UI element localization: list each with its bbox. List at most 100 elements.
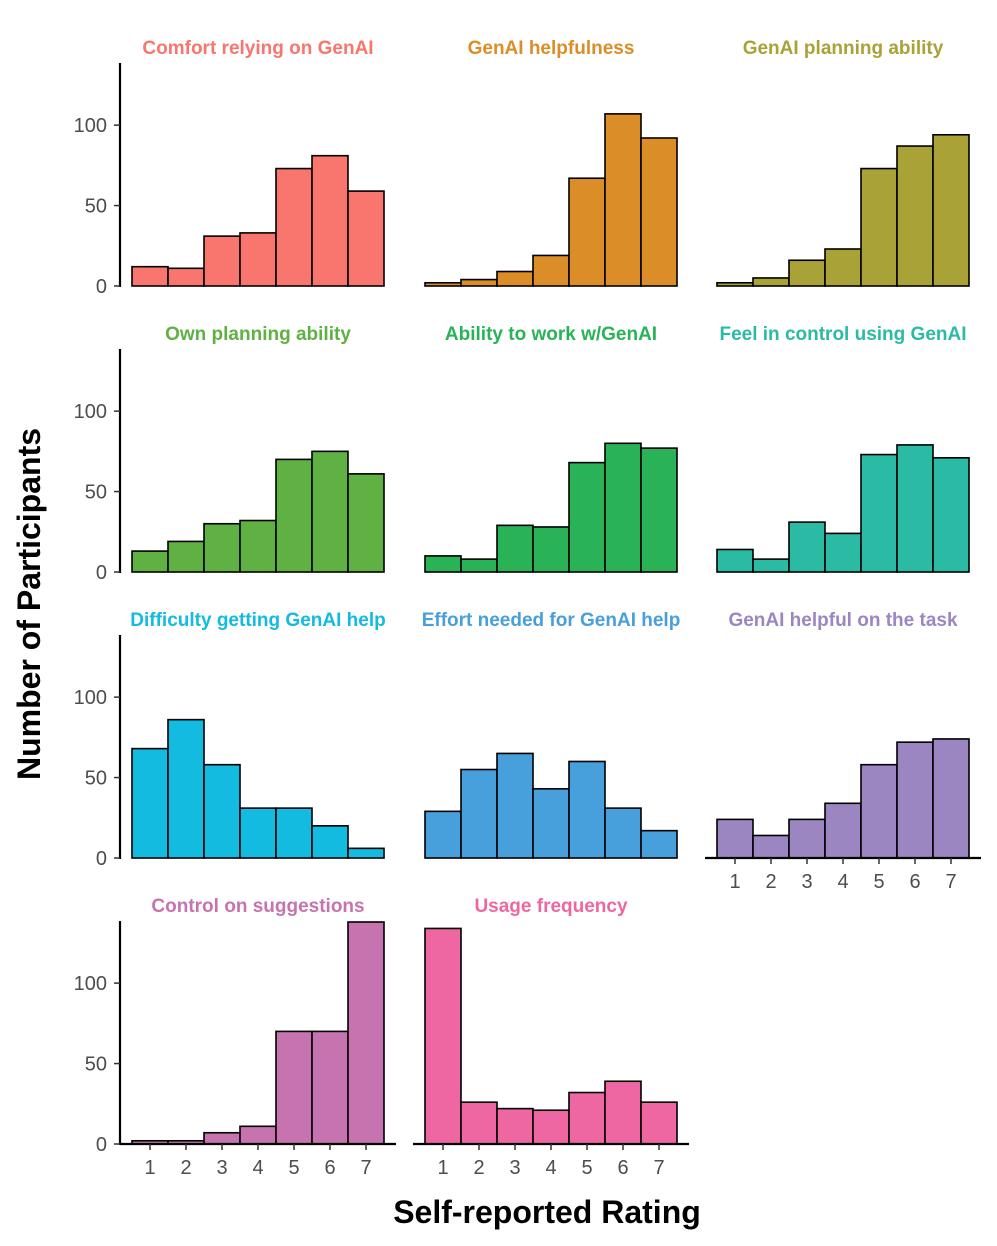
histogram-bar: [568, 1091, 606, 1145]
histogram-bar: [568, 461, 606, 573]
x-tick-label: 3: [509, 1157, 520, 1179]
histogram-bar: [640, 447, 678, 573]
y-tick-label: 50: [85, 768, 107, 790]
histogram-bar: [239, 519, 277, 573]
x-axis-title: Self-reported Rating: [393, 1194, 701, 1230]
y-tick-label: 0: [96, 276, 107, 298]
histogram-bar: [752, 277, 790, 287]
histogram-bar: [716, 818, 754, 859]
x-tick-label: 3: [216, 1157, 227, 1179]
histogram-bar: [716, 548, 754, 573]
panel: Control on suggestions 0 50 100 1 2 3 4 5 6 7: [74, 896, 396, 1179]
x-tick-label: 5: [873, 871, 884, 893]
histogram-bar: [532, 1109, 570, 1145]
histogram-bar: [640, 137, 678, 287]
panel: Ability to work w/GenAI: [424, 324, 678, 573]
y-tick-label: 50: [85, 1054, 107, 1076]
histogram-bar: [568, 177, 606, 287]
histogram-bar: [860, 167, 898, 287]
histogram-bar: [347, 847, 385, 859]
histogram-bar: [311, 825, 349, 859]
x-tick-label: 6: [324, 1157, 335, 1179]
panel: Usage frequency 1 2 3 4 5 6 7: [413, 896, 689, 1179]
histogram-bar: [640, 829, 678, 859]
histogram-bar: [932, 738, 970, 859]
y-axis-title: Number of Participants: [11, 428, 47, 780]
x-tick-label: 5: [288, 1157, 299, 1179]
histogram-bar: [716, 281, 754, 287]
histogram-bar: [167, 718, 205, 859]
x-tick-label: 2: [473, 1157, 484, 1179]
histogram-bar: [568, 760, 606, 859]
histogram-bar: [275, 807, 313, 859]
histogram-bar: [347, 921, 385, 1145]
panel: GenAI helpfulness: [424, 38, 678, 287]
panel-title: Usage frequency: [474, 896, 628, 917]
histogram-bar: [239, 232, 277, 287]
panel: Feel in control using GenAI: [716, 324, 970, 573]
histogram-bar: [860, 453, 898, 573]
x-tick-label: 5: [581, 1157, 592, 1179]
histogram-bar: [640, 1101, 678, 1145]
histogram-bar: [496, 752, 534, 859]
histogram-bar: [604, 113, 642, 287]
histogram-bar: [896, 444, 934, 573]
histogram-bar: [239, 1125, 277, 1145]
panel-title: GenAI helpful on the task: [728, 610, 958, 631]
x-tick-label: 4: [252, 1157, 263, 1179]
panel-title: Feel in control using GenAI: [719, 324, 966, 345]
histogram-bar: [604, 807, 642, 859]
histogram-bar: [275, 458, 313, 573]
histogram-bar: [203, 763, 241, 859]
panel-title: Control on suggestions: [151, 896, 364, 917]
histogram-bar: [496, 524, 534, 573]
histogram-bar: [424, 281, 462, 287]
histogram-bar: [311, 1030, 349, 1145]
histogram-bar: [932, 133, 970, 287]
histogram-bar: [347, 473, 385, 573]
histogram-bar: [532, 788, 570, 859]
y-tick-label: 50: [85, 482, 107, 504]
x-tick-label: 7: [653, 1157, 664, 1179]
panel: GenAI helpful on the task 1 2 3 4 5 6 7: [705, 610, 981, 893]
panel: GenAI planning ability: [716, 38, 970, 287]
y-tick-label: 100: [74, 115, 107, 137]
histogram-bar: [752, 558, 790, 573]
histogram-bar: [167, 540, 205, 573]
histogram-bar: [203, 522, 241, 573]
panel-title: Effort needed for GenAI help: [422, 610, 681, 631]
x-tick-label: 2: [765, 871, 776, 893]
histogram-bar: [275, 167, 313, 287]
y-tick-label: 50: [85, 196, 107, 218]
y-tick-label: 0: [96, 848, 107, 870]
y-tick-label: 0: [96, 1134, 107, 1156]
y-tick-label: 0: [96, 562, 107, 584]
histogram-bar: [788, 818, 826, 859]
x-tick-label: 1: [437, 1157, 448, 1179]
panel: Comfort relying on GenAI 0 50 100: [74, 38, 385, 298]
histogram-bar: [824, 248, 862, 287]
histogram-bar: [424, 555, 462, 573]
y-tick-label: 100: [74, 687, 107, 709]
panel: Difficulty getting GenAI help 0 50 100: [74, 610, 386, 870]
histogram-bar: [275, 1030, 313, 1145]
x-tick-label: 1: [729, 871, 740, 893]
panel-title: Comfort relying on GenAI: [142, 38, 373, 59]
histogram-bar: [460, 278, 498, 287]
histogram-bar: [788, 521, 826, 573]
panel-title: Difficulty getting GenAI help: [130, 610, 385, 631]
histogram-bar: [460, 558, 498, 573]
histogram-bar: [460, 1101, 498, 1145]
histogram-bar: [203, 1131, 241, 1145]
histogram-bar: [424, 810, 462, 859]
histogram-bar: [203, 235, 241, 287]
histogram-bar: [824, 532, 862, 573]
histogram-bar: [604, 1080, 642, 1145]
histogram-bar: [824, 802, 862, 859]
panel: Own planning ability 0 50 100: [74, 324, 385, 584]
panel-title: Own planning ability: [165, 324, 351, 345]
histogram-bar: [496, 1107, 534, 1145]
y-tick-label: 100: [74, 973, 107, 995]
